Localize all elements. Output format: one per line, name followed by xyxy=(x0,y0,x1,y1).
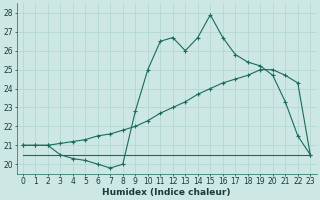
X-axis label: Humidex (Indice chaleur): Humidex (Indice chaleur) xyxy=(102,188,231,197)
